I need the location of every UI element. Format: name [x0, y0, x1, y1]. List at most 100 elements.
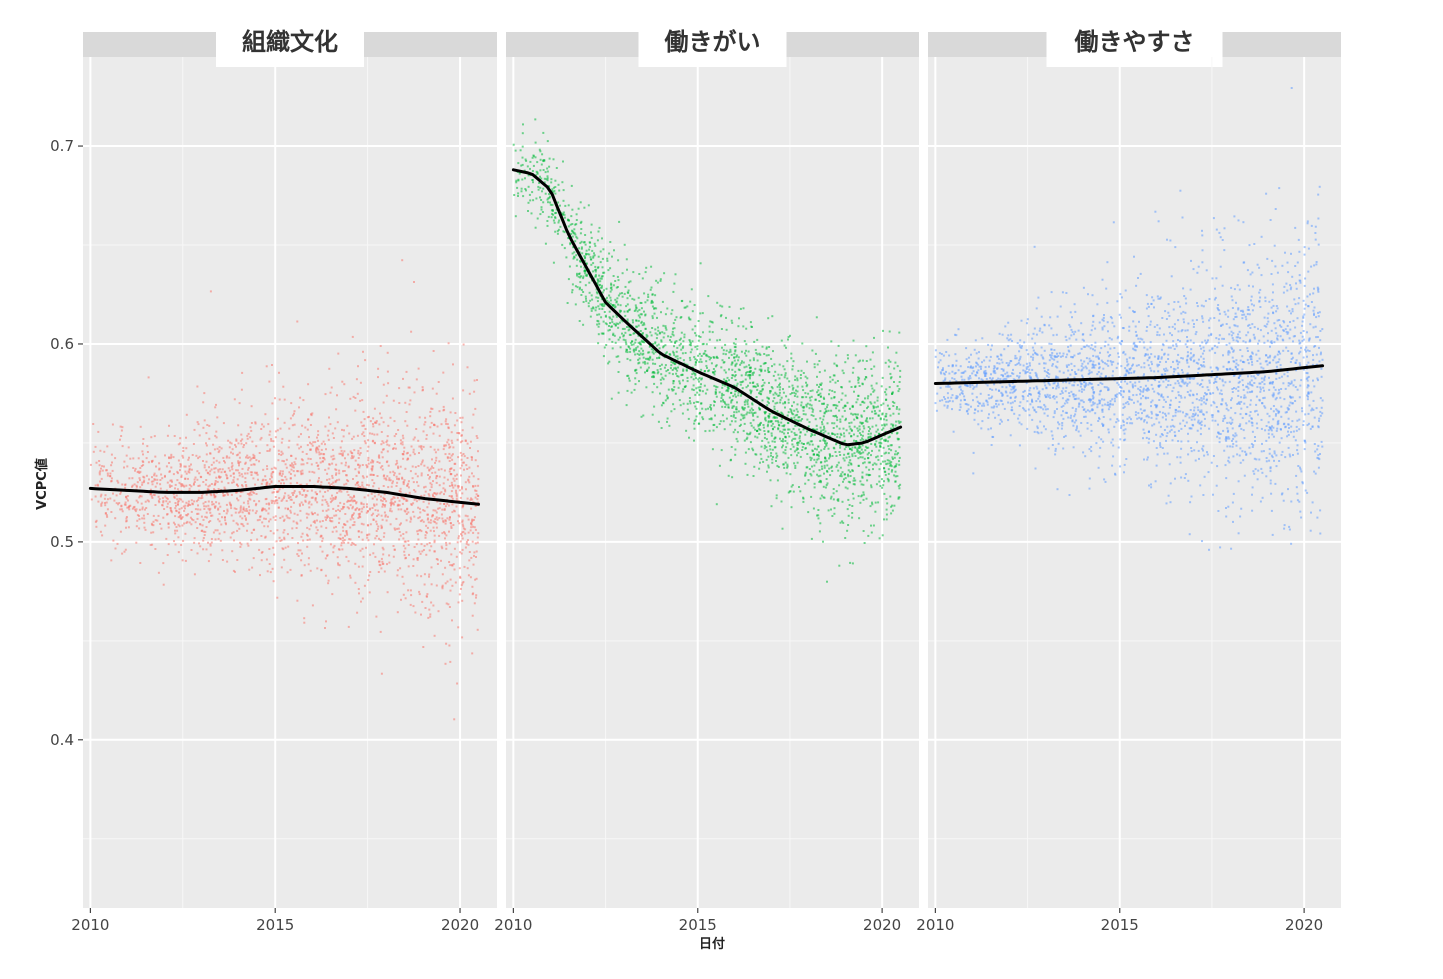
scatter-point: [716, 503, 718, 505]
scatter-point: [103, 466, 105, 468]
scatter-point: [337, 564, 339, 566]
scatter-point: [692, 329, 694, 331]
scatter-point: [888, 448, 890, 450]
scatter-point: [244, 463, 246, 465]
scatter-point: [229, 442, 231, 444]
scatter-point: [842, 416, 844, 418]
scatter-point: [396, 482, 398, 484]
scatter-point: [532, 170, 534, 172]
scatter-point: [421, 550, 423, 552]
scatter-point: [740, 308, 742, 310]
scatter-point: [445, 663, 447, 665]
scatter-point: [122, 445, 124, 447]
scatter-point: [461, 459, 463, 461]
scatter-point: [180, 499, 182, 501]
scatter-point: [775, 446, 777, 448]
scatter-point: [378, 456, 380, 458]
scatter-point: [425, 534, 427, 536]
scatter-point: [548, 216, 550, 218]
scatter-point: [270, 530, 272, 532]
scatter-point: [663, 332, 665, 334]
scatter-point: [215, 480, 217, 482]
scatter-point: [644, 361, 646, 363]
scatter-point: [368, 533, 370, 535]
scatter-point: [391, 486, 393, 488]
scatter-point: [781, 397, 783, 399]
scatter-point: [304, 564, 306, 566]
scatter-point: [627, 390, 629, 392]
scatter-point: [660, 373, 662, 375]
scatter-point: [757, 385, 759, 387]
scatter-point: [766, 404, 768, 406]
scatter-point: [895, 421, 897, 423]
scatter-point: [386, 395, 388, 397]
scatter-point: [195, 521, 197, 523]
scatter-point: [585, 298, 587, 300]
scatter-point: [670, 361, 672, 363]
scatter-point: [335, 526, 337, 528]
scatter-point: [782, 445, 784, 447]
scatter-point: [632, 319, 634, 321]
scatter-point: [95, 526, 97, 528]
scatter-point: [456, 556, 458, 558]
scatter-point: [285, 547, 287, 549]
scatter-point: [849, 408, 851, 410]
scatter-point: [417, 539, 419, 541]
scatter-point: [580, 222, 582, 224]
scatter-point: [618, 371, 620, 373]
scatter-point: [116, 502, 118, 504]
scatter-point: [125, 549, 127, 551]
scatter-point: [217, 529, 219, 531]
scatter-point: [875, 456, 877, 458]
scatter-point: [449, 495, 451, 497]
scatter-point: [721, 449, 723, 451]
scatter-point: [774, 371, 776, 373]
scatter-point: [449, 542, 451, 544]
scatter-point: [897, 439, 899, 441]
scatter-point: [884, 391, 886, 393]
scatter-point: [297, 470, 299, 472]
scatter-point: [439, 435, 441, 437]
scatter-point: [405, 557, 407, 559]
scatter-point: [824, 497, 826, 499]
scatter-point: [471, 456, 473, 458]
scatter-point: [847, 453, 849, 455]
scatter-point: [358, 509, 360, 511]
scatter-point: [564, 214, 566, 216]
scatter-point: [833, 492, 835, 494]
scatter-point: [288, 440, 290, 442]
scatter-point: [762, 399, 764, 401]
scatter-point: [760, 369, 762, 371]
scatter-point: [402, 503, 404, 505]
scatter-point: [618, 295, 620, 297]
scatter-point: [832, 433, 834, 435]
scatter-point: [399, 567, 401, 569]
scatter-point: [887, 478, 889, 480]
scatter-point: [740, 384, 742, 386]
scatter-point: [598, 313, 600, 315]
scatter-point: [182, 559, 184, 561]
scatter-point: [737, 325, 739, 327]
scatter-point: [402, 435, 404, 437]
scatter-point: [810, 399, 812, 401]
scatter-point: [361, 482, 363, 484]
scatter-point: [322, 520, 324, 522]
scatter-point: [322, 510, 324, 512]
scatter-point: [377, 510, 379, 512]
scatter-point: [679, 339, 681, 341]
scatter-point: [884, 453, 886, 455]
scatter-point: [255, 504, 257, 506]
scatter-point: [400, 491, 402, 493]
scatter-point: [219, 513, 221, 515]
scatter-point: [358, 588, 360, 590]
scatter-point: [276, 529, 278, 531]
scatter-point: [429, 542, 431, 544]
scatter-point: [337, 353, 339, 355]
scatter-point: [870, 368, 872, 370]
scatter-point: [454, 480, 456, 482]
scatter-point: [784, 345, 786, 347]
scatter-point: [325, 575, 327, 577]
scatter-point: [796, 408, 798, 410]
scatter-point: [797, 386, 799, 388]
scatter-point: [522, 146, 524, 148]
